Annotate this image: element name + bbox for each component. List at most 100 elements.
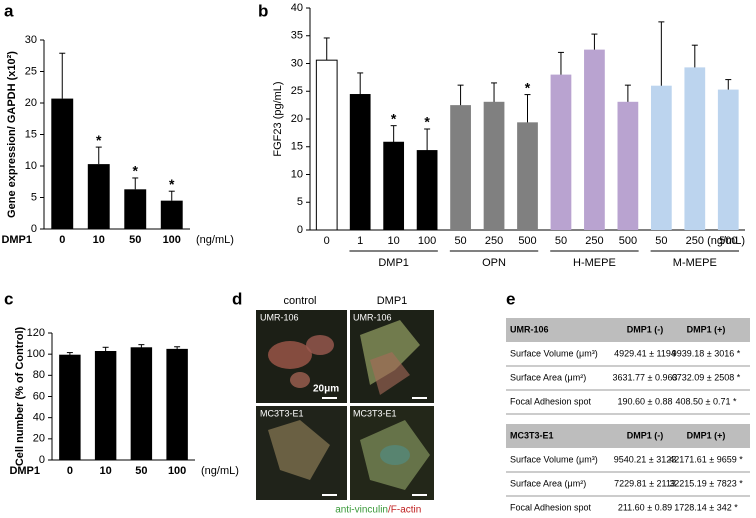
bar [383,141,405,230]
y-tick-label: 5 [297,196,303,208]
table-cell: Surface Area (μm²) [510,478,586,488]
group-label: H-MEPE [573,257,616,269]
bar [650,85,672,230]
x-tick-label: 50 [555,235,567,247]
table-cell: 7229.81 ± 2113 [614,478,676,488]
y-tick-label: 60 [33,390,45,402]
significance-marker: * [391,110,397,126]
table-header [506,424,750,448]
y-tick-label: 100 [27,348,45,360]
table-cell: 408.50 ± 0.71 * [676,396,737,406]
x-tick-label: 0 [67,465,73,477]
y-tick-label: 120 [27,327,45,339]
scale-label: 20μm [313,384,339,395]
table-cell: 32215.19 ± 7823 * [669,478,743,488]
y-tick-label: 20 [291,113,303,125]
y-tick-label: 15 [291,141,303,153]
cell-label: MC3T3-E1 [353,408,397,418]
bar [94,350,117,460]
header-cell: DMP1 (+) [687,324,726,334]
table-cell: Focal Adhesion spot [510,396,592,406]
x-tick-label: 50 [129,234,141,246]
significance-marker: * [525,79,531,95]
panel-label: e [506,289,515,308]
cell-label: UMR-106 [260,312,299,322]
table-cell: 4929.41 ± 1194 [614,348,676,358]
y-tick-label: 0 [297,224,303,236]
panel-label: a [4,1,14,20]
bar [684,67,706,230]
panel-label: b [258,1,268,20]
y-tick-label: 10 [291,168,303,180]
bar [59,354,81,460]
bar [517,122,538,230]
y-tick-label: 80 [33,369,45,381]
header-cell: DMP1 (-) [627,430,664,440]
x-tick-label: 0 [324,235,330,247]
cell-label: UMR-106 [353,312,392,322]
panel-label: c [4,289,13,308]
y-tick-label: 20 [25,97,37,109]
bar [550,74,572,230]
bar [160,200,183,229]
x-tick-label: 0 [59,234,65,246]
header-cell: DMP1 (+) [687,430,726,440]
bar [483,101,505,230]
y-tick-label: 10 [25,160,37,172]
cell-label: MC3T3-E1 [260,408,304,418]
bar [166,348,188,460]
x-tick-label: 50 [135,465,147,477]
bar [51,98,74,229]
micrographs [256,310,434,500]
table-cell: 190.60 ± 0.88 [618,396,673,406]
group-label: OPN [482,257,506,269]
x-tick-label: 100 [418,235,436,247]
y-tick-label: 25 [291,85,303,97]
bar [717,89,739,231]
x-prefix: DMP1 [1,234,32,246]
table-cell: 9540.21 ± 3123 [614,454,677,464]
table-cell: 211.60 ± 0.89 [618,502,672,512]
x-tick-label: 1 [357,235,363,247]
x-tick-label: 250 [686,235,704,247]
header-cell: DMP1 (-) [627,324,664,334]
legend-text: /F-actin [388,505,421,516]
bar [87,164,110,229]
x-tick-label: 50 [454,235,466,247]
legend-text: anti-vinculin [335,505,388,516]
table-cell: 3631.77 ± 0.963 [613,372,678,382]
column-label: control [283,295,316,307]
x-tick-label: 250 [585,235,603,247]
bar [416,150,438,230]
y-tick-label: 25 [25,65,37,77]
x-unit: (ng/mL) [201,465,239,477]
y-tick-label: 15 [25,128,37,140]
x-tick-label: 10 [100,465,112,477]
table-cell: 9939.18 ± 3016 * [672,348,741,358]
y-axis-label: Gene expression/ GAPDH (x10²) [6,51,18,218]
x-tick-label: 500 [719,235,737,247]
x-prefix: DMP1 [9,465,40,477]
table-cell: Surface Area (μm²) [510,372,586,382]
table-cell: Surface Volume (μm³) [510,454,598,464]
significance-marker: * [133,163,139,179]
bar [315,59,338,231]
x-tick-label: 250 [485,235,503,247]
y-tick-label: 20 [33,433,45,445]
x-tick-label: 10 [93,234,105,246]
x-tick-label: 50 [655,235,667,247]
table-cell: 1728.14 ± 342 * [674,502,738,512]
y-axis-label: FGF23 (pg/mL) [272,81,284,156]
group-label: DMP1 [378,257,409,269]
x-tick-label: 500 [518,235,536,247]
bar [349,94,371,231]
bar [584,49,605,230]
y-tick-label: 30 [25,34,37,46]
y-tick-label: 5 [31,191,37,203]
header-cell: MC3T3-E1 [510,430,554,440]
x-unit: (ng/mL) [707,235,745,247]
x-tick-label: 10 [388,235,400,247]
table-cell: 42171.61 ± 9659 * [669,454,743,464]
significance-marker: * [96,132,102,148]
